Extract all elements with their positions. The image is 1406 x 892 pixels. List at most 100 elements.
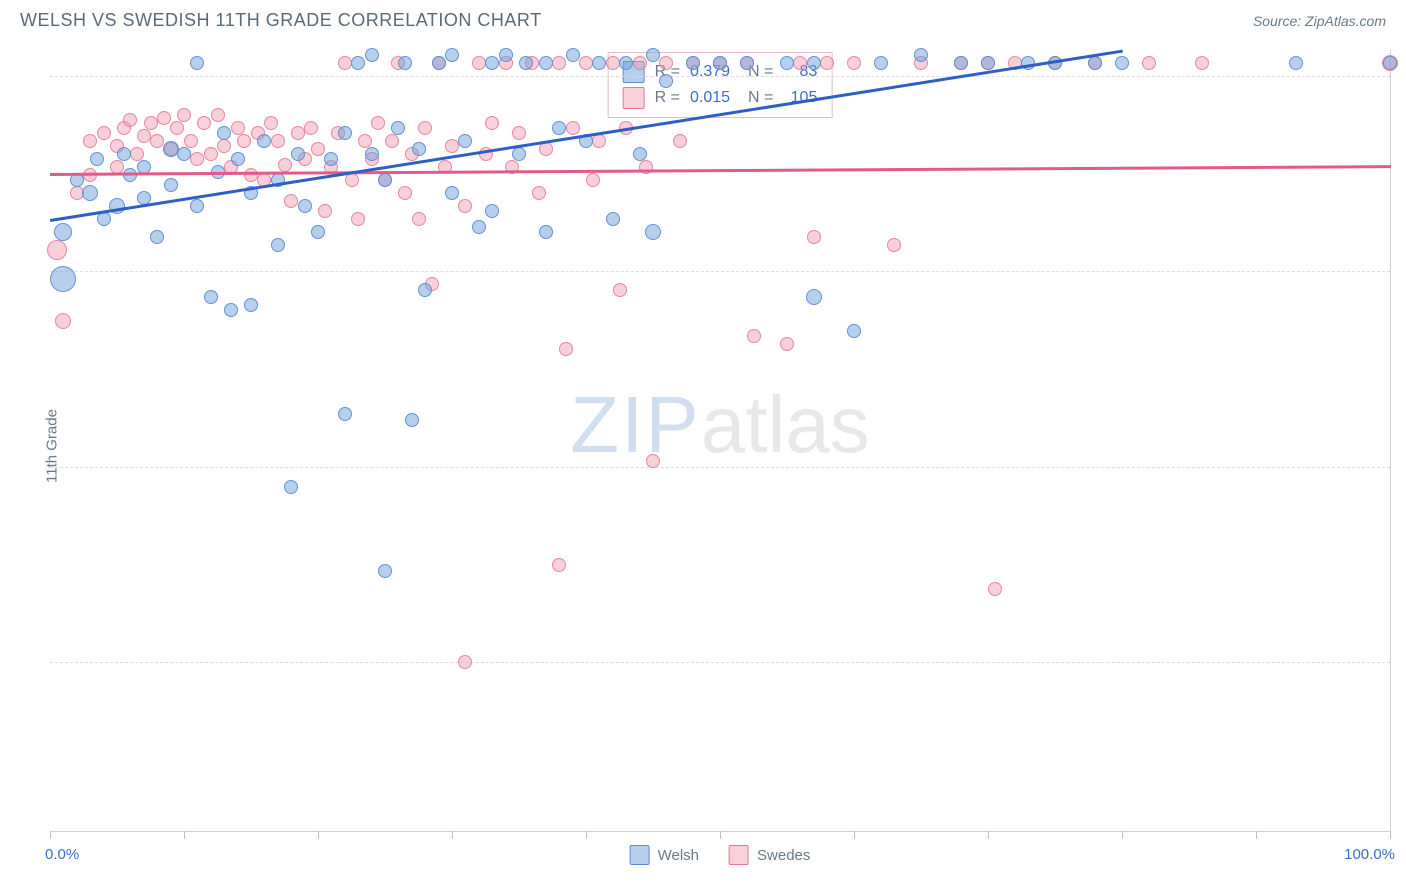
welsh-data-point [418,283,432,297]
welsh-data-point [499,48,513,62]
welsh-data-point [914,48,928,62]
swede-data-point [170,121,184,135]
welsh-data-point [485,56,499,70]
y-tick-label: 77.5% [1398,653,1406,670]
welsh-data-point [740,56,754,70]
swede-data-point [532,186,546,200]
swede-data-point [646,454,660,468]
swede-data-point [472,56,486,70]
swede-data-point [458,655,472,669]
welsh-data-point [391,121,405,135]
swede-data-point [137,129,151,143]
x-tick [988,831,989,839]
welsh-data-point [807,56,821,70]
swede-swatch-icon [623,87,645,109]
swede-data-point [820,56,834,70]
swede-data-point [244,168,258,182]
chart-container: WELSH VS SWEDISH 11TH GRADE CORRELATION … [0,0,1406,892]
welsh-data-point [1088,56,1102,70]
swede-data-point [1142,56,1156,70]
swede-data-point [345,173,359,187]
welsh-data-point [50,266,76,292]
x-tick [318,831,319,839]
welsh-data-point [177,147,191,161]
welsh-data-point [981,56,995,70]
y-tick-label: 100.0% [1398,68,1406,85]
swede-data-point [231,121,245,135]
swede-data-point [237,134,251,148]
swede-data-point [485,116,499,130]
welsh-data-point [412,142,426,156]
welsh-data-point [472,220,486,234]
legend-item-swedes: Swedes [729,845,810,865]
swede-data-point [217,139,231,153]
swede-data-point [311,142,325,156]
welsh-data-point [552,121,566,135]
welsh-data-point [324,152,338,166]
chart-title: WELSH VS SWEDISH 11TH GRADE CORRELATION … [20,10,542,31]
welsh-data-point [566,48,580,62]
swede-data-point [673,134,687,148]
welsh-data-point [1289,56,1303,70]
welsh-data-point [847,324,861,338]
x-tick [720,831,721,839]
welsh-data-point [445,186,459,200]
swede-data-point [633,56,647,70]
swede-data-point [338,56,352,70]
swede-data-point [512,126,526,140]
welsh-data-point [90,152,104,166]
welsh-data-point [539,225,553,239]
swede-data-point [271,134,285,148]
x-tick [184,831,185,839]
welsh-data-point [633,147,647,161]
swede-data-point [144,116,158,130]
swede-data-point [780,337,794,351]
welsh-data-point [190,199,204,213]
swede-data-point [177,108,191,122]
swede-data-point [278,158,292,172]
swede-data-point [807,230,821,244]
x-tick [1390,831,1391,839]
swede-data-point [47,240,67,260]
welsh-data-point [117,147,131,161]
welsh-data-point [646,48,660,62]
swede-data-point [123,113,137,127]
swede-data-point [887,238,901,252]
swede-data-point [190,152,204,166]
welsh-data-point [432,56,446,70]
swede-data-point [418,121,432,135]
x-tick [1122,831,1123,839]
swede-data-point [211,108,225,122]
swede-data-point [747,329,761,343]
welsh-data-point [780,56,794,70]
welsh-data-point [1383,56,1397,70]
welsh-data-point [298,199,312,213]
welsh-data-point [190,56,204,70]
watermark-zip: ZIP [570,380,700,469]
swede-legend-swatch-icon [729,845,749,865]
y-tick-label: 92.5% [1398,263,1406,280]
swede-data-point [606,56,620,70]
r-label: R = [655,89,680,107]
welsh-data-point [445,48,459,62]
gridline-h [50,662,1390,663]
header: WELSH VS SWEDISH 11TH GRADE CORRELATION … [0,0,1406,39]
welsh-data-point [458,134,472,148]
welsh-data-point [217,126,231,140]
welsh-data-point [150,230,164,244]
swede-data-point [264,116,278,130]
welsh-data-point [365,48,379,62]
swede-data-point [847,56,861,70]
swede-data-point [385,134,399,148]
welsh-data-point [519,56,533,70]
welsh-data-point [82,185,98,201]
welsh-data-point [365,147,379,161]
swede-data-point [318,204,332,218]
welsh-data-point [539,56,553,70]
stats-row-swede: R = 0.015 N = 105 [623,85,818,111]
welsh-data-point [257,134,271,148]
welsh-data-point [338,407,352,421]
swede-data-point [586,173,600,187]
swede-data-point [197,116,211,130]
welsh-data-point [164,178,178,192]
